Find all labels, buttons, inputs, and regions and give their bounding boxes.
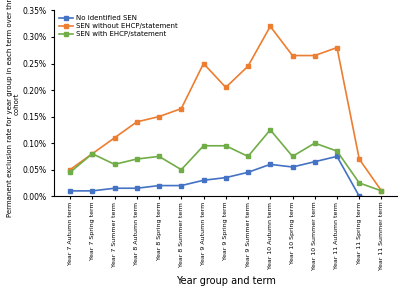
SEN with EHCP/statement [67,171,72,174]
SEN without EHCP/statement [112,136,117,139]
SEN without EHCP/statement [157,115,162,118]
Legend: No identified SEN, SEN without EHCP/statement, SEN with EHCP/statement: No identified SEN, SEN without EHCP/stat… [58,14,179,39]
SEN without EHCP/statement [290,54,295,57]
No identified SEN [201,178,206,182]
No identified SEN [246,171,250,174]
SEN with EHCP/statement [379,189,384,193]
SEN without EHCP/statement [179,107,184,110]
No identified SEN [357,195,362,198]
SEN without EHCP/statement [246,64,250,68]
SEN without EHCP/statement [379,189,384,193]
SEN without EHCP/statement [312,54,317,57]
SEN without EHCP/statement [335,46,339,49]
SEN with EHCP/statement [357,181,362,185]
No identified SEN [179,184,184,187]
Line: SEN with EHCP/statement: SEN with EHCP/statement [68,128,383,193]
No identified SEN [223,176,228,179]
SEN with EHCP/statement [290,155,295,158]
SEN without EHCP/statement [67,168,72,171]
SEN with EHCP/statement [201,144,206,148]
No identified SEN [379,197,384,201]
No identified SEN [90,189,95,193]
SEN without EHCP/statement [223,86,228,89]
No identified SEN [135,186,139,190]
SEN without EHCP/statement [135,120,139,124]
No identified SEN [335,155,339,158]
SEN with EHCP/statement [312,141,317,145]
SEN without EHCP/statement [357,157,362,161]
SEN with EHCP/statement [135,157,139,161]
SEN with EHCP/statement [179,168,184,171]
No identified SEN [112,186,117,190]
Line: No identified SEN: No identified SEN [68,154,383,201]
SEN without EHCP/statement [90,152,95,156]
SEN with EHCP/statement [157,155,162,158]
SEN with EHCP/statement [90,152,95,156]
SEN with EHCP/statement [246,155,250,158]
No identified SEN [67,189,72,193]
SEN with EHCP/statement [268,128,273,132]
SEN with EHCP/statement [112,163,117,166]
SEN without EHCP/statement [268,25,273,28]
SEN with EHCP/statement [223,144,228,148]
No identified SEN [268,163,273,166]
No identified SEN [157,184,162,187]
No identified SEN [290,165,295,169]
Line: SEN without EHCP/statement: SEN without EHCP/statement [68,24,383,193]
Y-axis label: Permanent exclusion rate for year group in each term over three
cohort: Permanent exclusion rate for year group … [7,0,20,217]
SEN without EHCP/statement [201,62,206,65]
X-axis label: Year group and term: Year group and term [176,276,276,286]
SEN with EHCP/statement [335,149,339,153]
No identified SEN [312,160,317,163]
